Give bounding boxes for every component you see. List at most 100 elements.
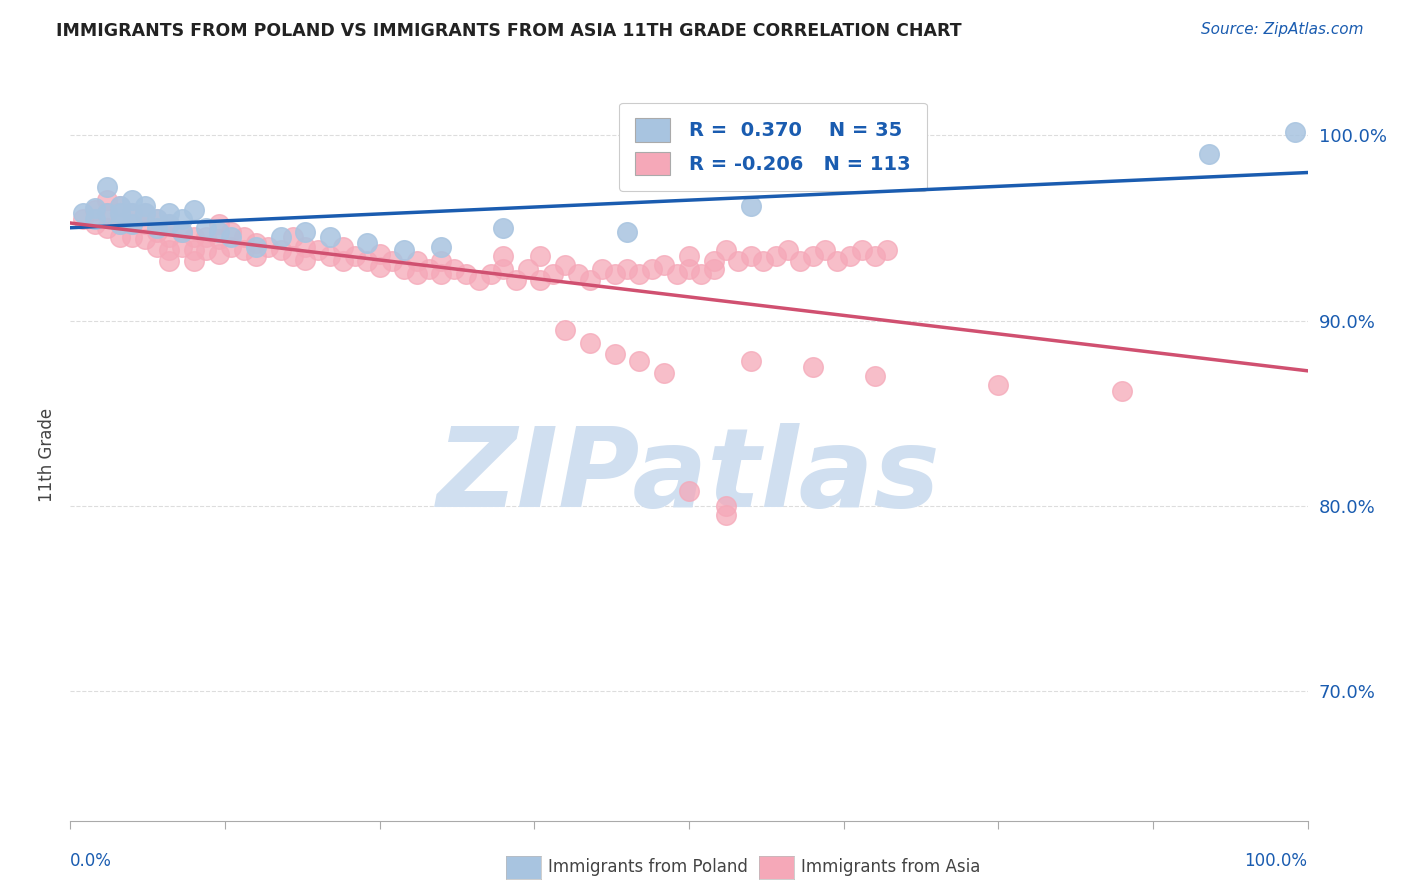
- Point: [579, 273, 602, 287]
- Point: [851, 244, 873, 258]
- Point: [146, 211, 169, 226]
- Text: Immigrants from Poland: Immigrants from Poland: [548, 858, 748, 876]
- Point: [84, 211, 107, 226]
- Point: [195, 244, 218, 258]
- Point: [219, 225, 242, 239]
- Point: [245, 235, 267, 250]
- Point: [727, 254, 749, 268]
- Point: [319, 230, 342, 244]
- Point: [801, 359, 824, 374]
- Point: [814, 244, 837, 258]
- Point: [801, 249, 824, 263]
- Point: [294, 252, 316, 267]
- Point: [332, 239, 354, 253]
- Point: [146, 225, 169, 239]
- Point: [208, 247, 231, 261]
- Point: [332, 254, 354, 268]
- Point: [430, 268, 453, 282]
- Point: [456, 268, 478, 282]
- Point: [245, 249, 267, 263]
- Point: [157, 206, 180, 220]
- Point: [765, 249, 787, 263]
- Point: [281, 230, 304, 244]
- Point: [121, 194, 143, 208]
- Point: [1198, 147, 1220, 161]
- Point: [665, 268, 688, 282]
- Point: [108, 199, 131, 213]
- Point: [108, 218, 131, 232]
- Point: [245, 239, 267, 253]
- Point: [368, 247, 391, 261]
- Point: [232, 244, 254, 258]
- Text: 100.0%: 100.0%: [1244, 852, 1308, 870]
- Point: [72, 206, 94, 220]
- Text: IMMIGRANTS FROM POLAND VS IMMIGRANTS FROM ASIA 11TH GRADE CORRELATION CHART: IMMIGRANTS FROM POLAND VS IMMIGRANTS FRO…: [56, 22, 962, 40]
- Point: [479, 268, 502, 282]
- Point: [394, 261, 416, 276]
- Point: [529, 273, 551, 287]
- Point: [678, 483, 700, 498]
- Point: [827, 254, 849, 268]
- Point: [579, 335, 602, 350]
- Point: [170, 225, 193, 239]
- Point: [1284, 125, 1306, 139]
- Point: [121, 218, 143, 232]
- Point: [208, 232, 231, 246]
- Point: [134, 199, 156, 213]
- Point: [652, 258, 675, 272]
- Point: [170, 225, 193, 239]
- Text: ZIPatlas: ZIPatlas: [437, 424, 941, 531]
- Point: [789, 254, 811, 268]
- Point: [96, 221, 118, 235]
- Point: [281, 249, 304, 263]
- Point: [492, 261, 515, 276]
- Point: [96, 194, 118, 208]
- Point: [72, 211, 94, 226]
- Point: [319, 249, 342, 263]
- Point: [1111, 384, 1133, 398]
- Legend: R =  0.370    N = 35, R = -0.206   N = 113: R = 0.370 N = 35, R = -0.206 N = 113: [620, 103, 927, 191]
- Y-axis label: 11th Grade: 11th Grade: [38, 408, 56, 502]
- Point: [121, 218, 143, 232]
- Point: [157, 230, 180, 244]
- Point: [752, 254, 775, 268]
- Point: [529, 249, 551, 263]
- Point: [157, 218, 180, 232]
- Point: [157, 254, 180, 268]
- Point: [134, 218, 156, 232]
- Point: [121, 206, 143, 220]
- Point: [603, 268, 626, 282]
- Point: [108, 230, 131, 244]
- Point: [157, 244, 180, 258]
- Point: [157, 218, 180, 232]
- Point: [987, 378, 1010, 392]
- Point: [183, 254, 205, 268]
- Point: [628, 268, 651, 282]
- Point: [690, 268, 713, 282]
- Point: [567, 268, 589, 282]
- Point: [467, 273, 489, 287]
- Point: [134, 232, 156, 246]
- Point: [368, 260, 391, 274]
- Point: [492, 221, 515, 235]
- Point: [776, 244, 799, 258]
- Point: [652, 366, 675, 380]
- Point: [121, 230, 143, 244]
- Point: [146, 221, 169, 235]
- Point: [714, 499, 737, 513]
- Point: [96, 206, 118, 220]
- Point: [405, 268, 427, 282]
- Point: [183, 244, 205, 258]
- Point: [84, 202, 107, 217]
- Point: [863, 249, 886, 263]
- Point: [641, 261, 664, 276]
- Point: [740, 199, 762, 213]
- Point: [628, 354, 651, 368]
- Point: [343, 249, 366, 263]
- Point: [505, 273, 527, 287]
- Point: [208, 225, 231, 239]
- Point: [108, 206, 131, 220]
- Point: [294, 239, 316, 253]
- Point: [84, 201, 107, 215]
- Point: [876, 244, 898, 258]
